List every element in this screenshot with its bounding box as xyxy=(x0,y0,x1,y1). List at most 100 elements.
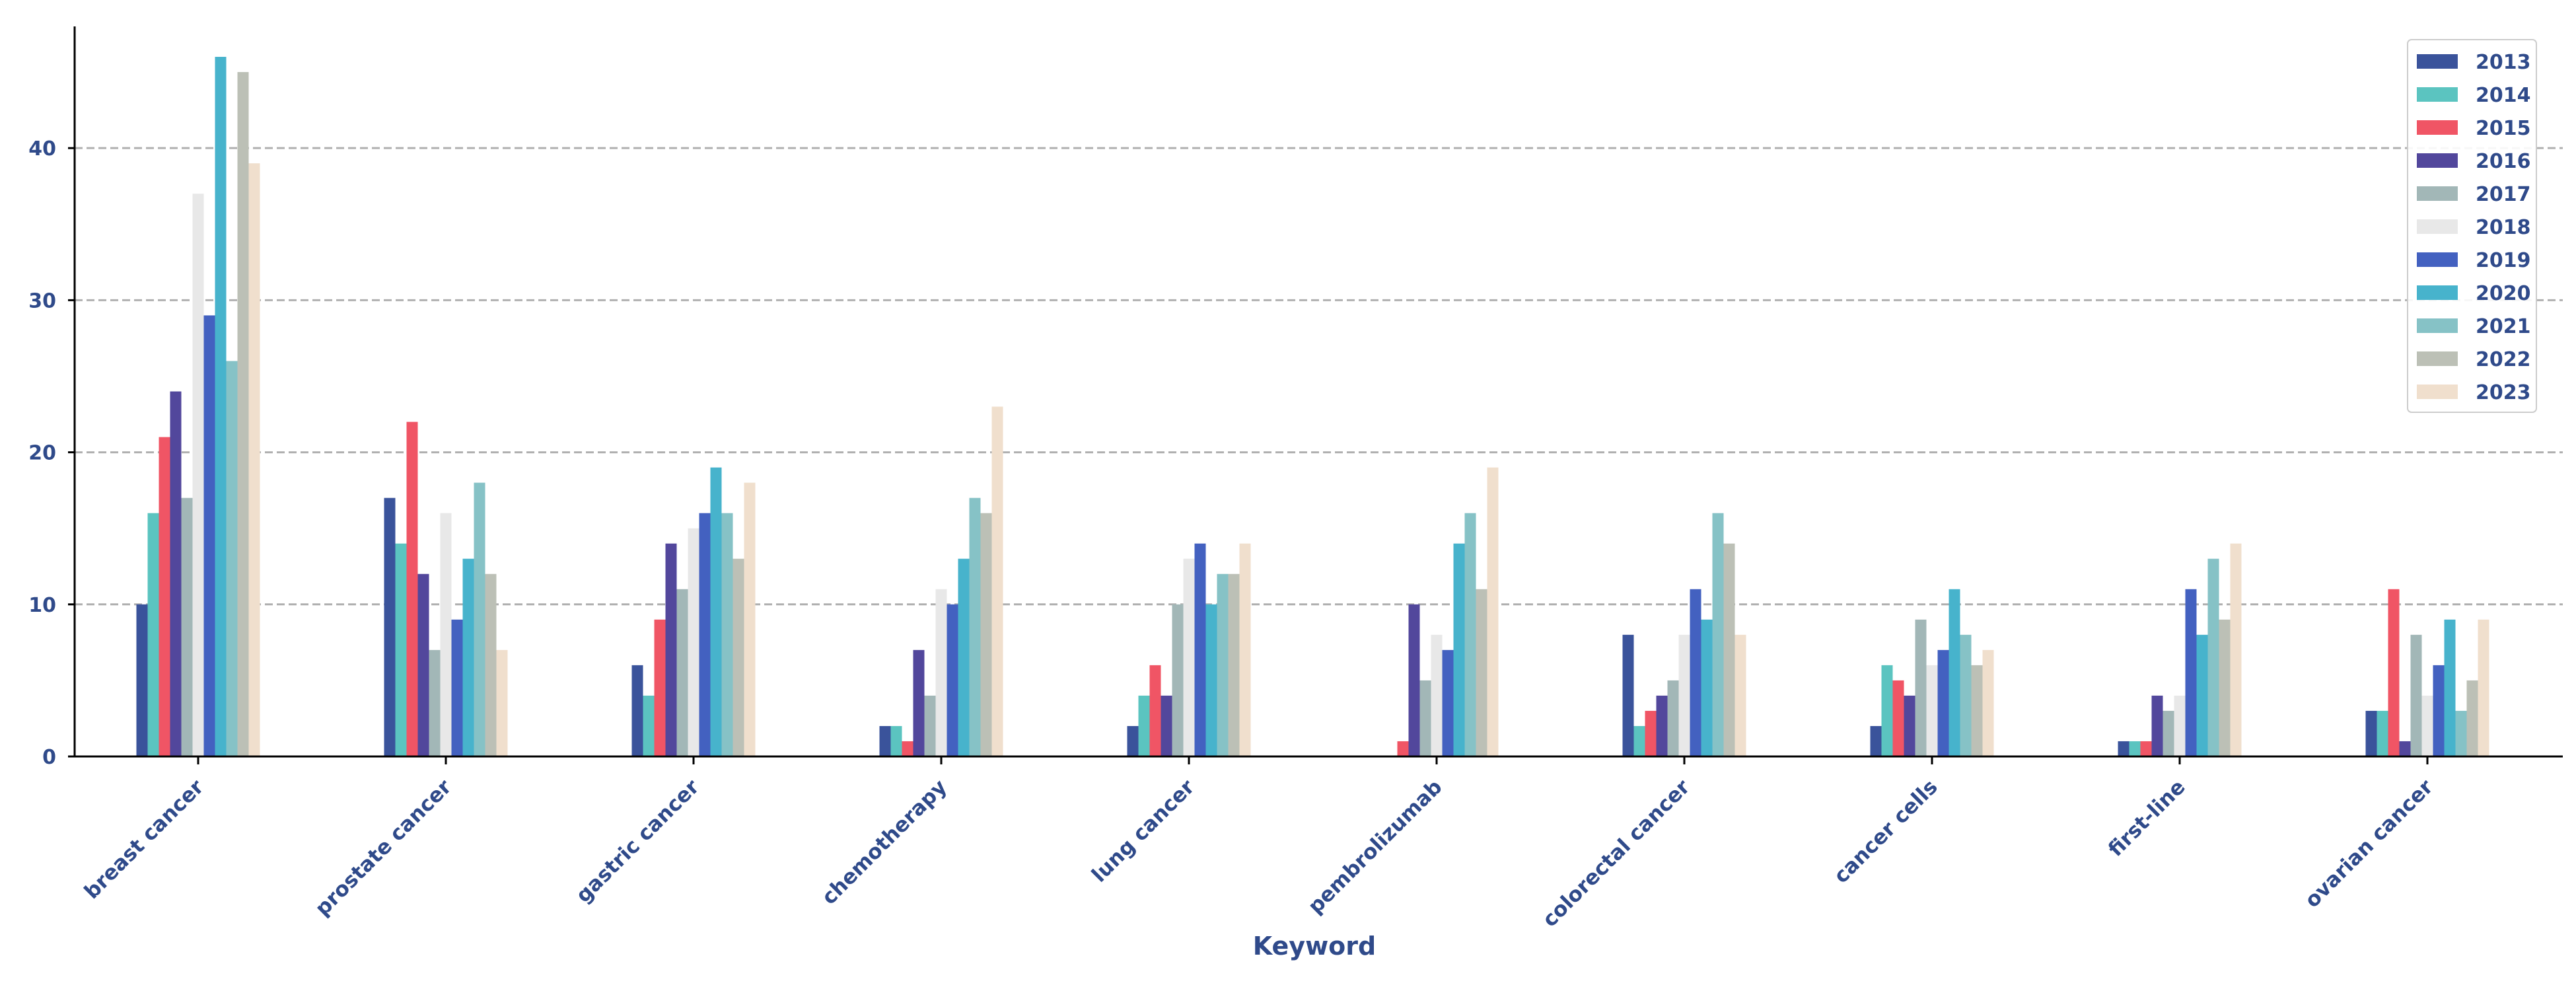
bar xyxy=(1656,695,1668,756)
legend-label: 2017 xyxy=(2476,183,2531,206)
bar xyxy=(1453,543,1465,756)
bar xyxy=(1712,513,1724,756)
bar xyxy=(1127,725,1139,756)
bar xyxy=(654,619,666,756)
bar xyxy=(969,497,981,756)
bar xyxy=(2365,710,2377,756)
x-tick-labels: breast cancer prostate cancer gastric canc… xyxy=(80,756,2438,932)
bar xyxy=(1431,634,1443,756)
bar xyxy=(485,573,497,756)
bar xyxy=(248,163,260,756)
bar xyxy=(1419,680,1431,756)
y-tick-label: 30 xyxy=(28,289,56,312)
x-axis-title: Keyword xyxy=(1253,932,1376,961)
bar xyxy=(1735,634,1746,756)
x-tick-label: colorectal cancer xyxy=(1538,775,1695,932)
y-tick-label: 10 xyxy=(28,594,56,617)
bar xyxy=(1690,589,1701,756)
bar xyxy=(237,72,249,756)
bar xyxy=(2455,710,2467,756)
bar xyxy=(890,725,902,756)
bar xyxy=(643,695,655,756)
bar xyxy=(429,649,441,756)
legend-swatch xyxy=(2417,120,2458,135)
bar xyxy=(451,619,463,756)
bar xyxy=(2174,695,2186,756)
bar xyxy=(699,513,711,756)
y-tick-label: 20 xyxy=(28,442,56,465)
bar xyxy=(1239,543,1251,756)
bar xyxy=(496,649,508,756)
bar xyxy=(147,513,159,756)
legend: 2013 2014 2015 2016 2017 2018 2019 2020 2021 2022… xyxy=(2407,39,2537,413)
bar xyxy=(1183,558,1195,756)
legend-swatch xyxy=(2417,54,2458,69)
legend-swatch xyxy=(2417,285,2458,300)
legend-swatch xyxy=(2417,318,2458,333)
x-tick-label: gastric cancer xyxy=(571,775,704,908)
bar xyxy=(1138,695,1150,756)
bar xyxy=(2399,741,2411,756)
bar xyxy=(215,57,227,757)
bar xyxy=(1926,665,1938,756)
x-tick-label: first-line xyxy=(2104,775,2190,862)
legend-label: 2016 xyxy=(2476,150,2531,173)
bar xyxy=(913,649,925,756)
bar xyxy=(721,513,733,756)
bar xyxy=(1701,619,1713,756)
bar xyxy=(958,558,970,756)
bar xyxy=(1217,573,1229,756)
bar xyxy=(991,406,1003,756)
bar xyxy=(1667,680,1679,756)
bar xyxy=(2230,543,2242,756)
bar xyxy=(192,194,204,757)
bar xyxy=(2377,710,2388,756)
bar xyxy=(924,695,936,756)
bar xyxy=(1949,589,1960,756)
bar xyxy=(1915,619,1927,756)
bar xyxy=(1194,543,1206,756)
bar xyxy=(2185,589,2197,756)
legend-swatch xyxy=(2417,385,2458,399)
bar xyxy=(1678,634,1690,756)
y-tick-label: 40 xyxy=(28,137,56,161)
bar xyxy=(902,741,913,756)
legend-label: 2018 xyxy=(2476,216,2531,239)
x-tick-label: chemotherapy xyxy=(817,775,951,909)
bar xyxy=(474,482,485,756)
bar xyxy=(947,604,958,756)
x-tick-label: lung cancer xyxy=(1087,775,1199,887)
bar xyxy=(1633,725,1645,756)
bar xyxy=(1870,725,1882,756)
bar xyxy=(1487,467,1499,756)
bar xyxy=(1228,573,1240,756)
bar xyxy=(1205,604,1217,756)
bar xyxy=(1881,665,1893,756)
legend-swatch xyxy=(2417,351,2458,366)
bar xyxy=(710,467,722,756)
legend-swatch xyxy=(2417,153,2458,168)
x-tick-label: prostate cancer xyxy=(310,775,456,921)
bar xyxy=(1645,710,1657,756)
bar xyxy=(980,513,992,756)
bar xyxy=(879,725,891,756)
bar xyxy=(1937,649,1949,756)
bar xyxy=(2163,710,2174,756)
bar xyxy=(1971,665,1983,756)
bar xyxy=(1622,634,1634,756)
bar xyxy=(2207,558,2219,756)
bar xyxy=(2118,741,2129,756)
bar xyxy=(1904,695,1915,756)
legend-label: 2021 xyxy=(2476,315,2531,338)
x-tick-label: ovarian cancer xyxy=(2301,775,2439,913)
legend-swatch xyxy=(2417,219,2458,234)
bar xyxy=(2444,619,2456,756)
bar xyxy=(1723,543,1735,756)
legend-label: 2015 xyxy=(2476,117,2531,140)
bar xyxy=(631,665,643,756)
bar xyxy=(688,528,699,756)
bar xyxy=(181,497,193,756)
bar xyxy=(1172,604,1184,756)
bar xyxy=(440,513,452,756)
bar xyxy=(417,573,429,756)
